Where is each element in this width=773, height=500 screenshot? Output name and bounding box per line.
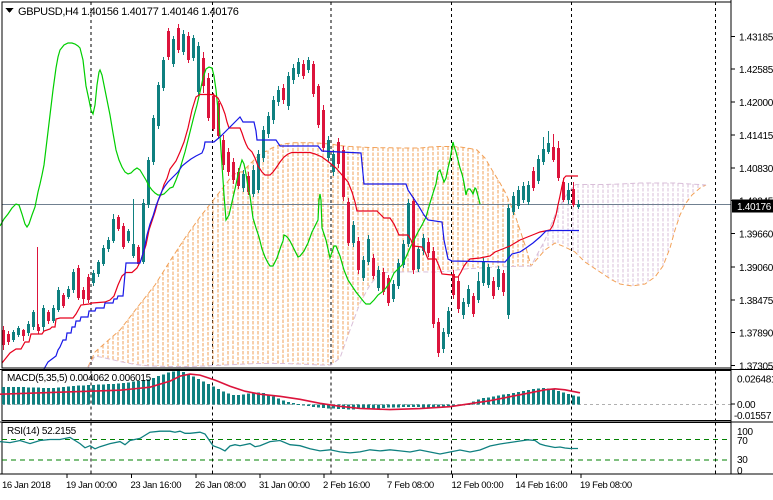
svg-text:1.40176: 1.40176 (737, 202, 772, 213)
svg-text:19 Feb 08:00: 19 Feb 08:00 (580, 480, 632, 491)
svg-text:1.37890: 1.37890 (739, 329, 773, 340)
svg-text:1.42000: 1.42000 (739, 98, 773, 109)
svg-text:1.39060: 1.39060 (739, 263, 773, 274)
svg-text:30: 30 (737, 455, 748, 466)
svg-text:100: 100 (737, 427, 754, 438)
svg-text:RSI(14) 52.2155: RSI(14) 52.2155 (7, 426, 77, 437)
svg-text:0: 0 (737, 466, 743, 477)
svg-text:1.39660: 1.39660 (739, 229, 773, 240)
svg-text:26 Jan 08:00: 26 Jan 08:00 (195, 480, 246, 491)
svg-text:12 Feb 00:00: 12 Feb 00:00 (452, 480, 504, 491)
svg-text:7 Feb 08:00: 7 Feb 08:00 (387, 480, 434, 491)
svg-text:1.40830: 1.40830 (739, 164, 773, 175)
svg-text:31 Jan 00:00: 31 Jan 00:00 (259, 480, 310, 491)
svg-text:1.42585: 1.42585 (739, 65, 773, 76)
svg-text:1.41415: 1.41415 (739, 131, 773, 142)
svg-text:14 Feb 16:00: 14 Feb 16:00 (516, 480, 568, 491)
svg-text:0.026481: 0.026481 (737, 375, 773, 386)
svg-text:0.00: 0.00 (737, 400, 756, 411)
svg-text:MACD(5,35,5) 0.004062 0.006015: MACD(5,35,5) 0.004062 0.006015 (7, 373, 152, 384)
svg-text:2 Feb 16:00: 2 Feb 16:00 (323, 480, 370, 491)
svg-text:-0.01557: -0.01557 (734, 411, 772, 422)
svg-text:GBPUSD,H4 1.40156 1.40177 1.4: GBPUSD,H4 1.40156 1.40177 1.40146 1.4017… (18, 6, 239, 18)
svg-text:1.43185: 1.43185 (739, 32, 773, 43)
svg-text:1.37305: 1.37305 (739, 361, 773, 372)
svg-text:19 Jan 00:00: 19 Jan 00:00 (66, 480, 117, 491)
svg-text:23 Jan 16:00: 23 Jan 16:00 (131, 480, 182, 491)
svg-text:70: 70 (737, 436, 748, 447)
svg-text:1.38475: 1.38475 (739, 296, 773, 307)
svg-text:16 Jan 2018: 16 Jan 2018 (2, 480, 51, 491)
